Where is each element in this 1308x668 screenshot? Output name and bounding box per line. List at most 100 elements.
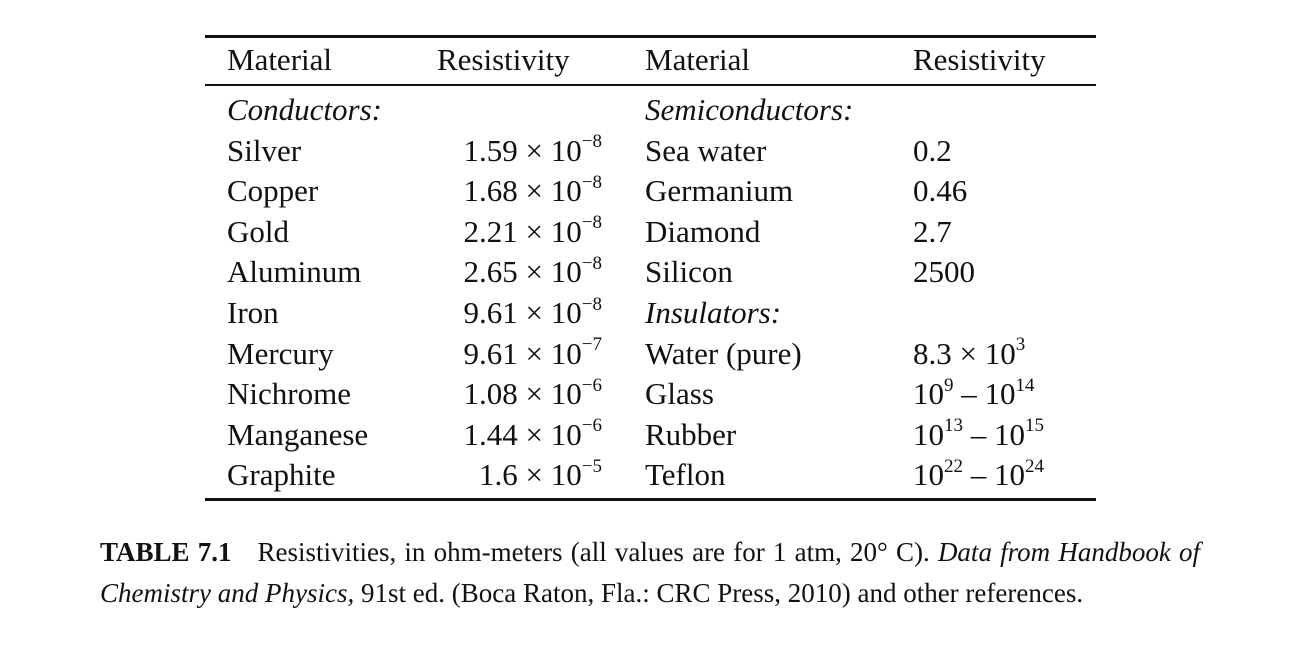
resistivity-exponent: 22 [944, 456, 963, 478]
table-caption: TABLE 7.1 Resistivities, in ohm-meters (a… [100, 532, 1200, 613]
resistivity-mantissa: 2.21 × 10 [463, 213, 582, 249]
header-material-right: Material [645, 42, 751, 77]
resistivity-value: 0.46 [913, 171, 967, 212]
resistivity-value: 1.6 × 10−5 [479, 455, 602, 496]
table-row: Mercury 9.61 × 10−7 Water (pure) 8.3 × 103 [205, 334, 1096, 375]
table-row: Nichrome 1.08 × 10−6 Glass 109 – 1014 [205, 374, 1096, 415]
resistivity-value: 1013 – 1015 [913, 415, 1044, 456]
material-name: Silver [227, 132, 302, 168]
resistivity-value: 8.3 × 103 [913, 334, 1025, 375]
resistivity-number: 0.2 [913, 132, 952, 168]
group-heading: Semiconductors: [645, 92, 854, 127]
table-row: Manganese 1.44 × 10−6 Rubber 1013 – 1015 [205, 415, 1096, 456]
resistivity-base: 10 [994, 416, 1025, 452]
material-name: Nichrome [227, 376, 351, 412]
range-dash: – [963, 416, 994, 452]
resistivity-exponent: −5 [581, 456, 602, 478]
resistivity-exponent: −6 [581, 374, 602, 396]
table-row: Conductors: Semiconductors: [205, 90, 1096, 131]
resistivity-number: 2500 [913, 254, 975, 290]
resistivity-value: 2.21 × 10−8 [464, 212, 602, 253]
resistivity-number: 0.46 [913, 173, 968, 209]
header-resistivity-right: Resistivity [913, 42, 1046, 77]
header-resistivity-left: Resistivity [437, 42, 570, 77]
resistivity-exponent: −8 [581, 212, 602, 234]
resistivity-number: 2.7 [913, 213, 952, 249]
resistivity-table: Material Resistivity Material Resistivit… [205, 35, 1096, 501]
table-bottom-rule [205, 497, 1096, 501]
material-name: Aluminum [227, 254, 362, 290]
material-name: Diamond [645, 213, 761, 249]
table-top-rule [205, 35, 1096, 38]
resistivity-exponent: −6 [581, 415, 602, 437]
resistivity-exponent: −8 [581, 293, 602, 315]
resistivity-value: 1.08 × 10−6 [464, 374, 602, 415]
material-name: Manganese [227, 416, 369, 452]
material-name: Mercury [227, 335, 334, 371]
resistivity-exponent: −7 [581, 334, 602, 356]
group-heading: Insulators: [645, 294, 782, 330]
material-name: Germanium [645, 173, 794, 209]
material-name: Teflon [645, 457, 726, 493]
table-header-row: Material Resistivity Material Resistivit… [205, 38, 1096, 82]
resistivity-mantissa: 1.08 × 10 [463, 376, 582, 412]
resistivity-value: 1.68 × 10−8 [464, 171, 602, 212]
resistivity-base: 8.3 × 10 [913, 335, 1016, 371]
range-dash: – [963, 457, 994, 493]
material-name: Copper [227, 173, 319, 209]
group-heading-conductors: Conductors: [227, 92, 382, 127]
resistivity-value: 9.61 × 10−7 [464, 334, 602, 375]
resistivity-mantissa: 1.59 × 10 [463, 132, 582, 168]
resistivity-exponent: 9 [944, 374, 954, 396]
header-material-left: Material [227, 42, 333, 77]
material-name: Gold [227, 213, 289, 249]
caption-edition: 91st ed. (Boca Raton, Fla.: CRC Press, 2… [360, 577, 1084, 608]
resistivity-base: 10 [994, 457, 1025, 493]
material-name: Water (pure) [645, 335, 802, 371]
material-name: Rubber [645, 416, 737, 452]
table-header-rule [205, 84, 1096, 86]
table-row: Silver 1.59 × 10−8 Sea water 0.2 [205, 131, 1096, 172]
table-row: Gold 2.21 × 10−8 Diamond 2.7 [205, 212, 1096, 253]
table-row: Iron 9.61 × 10−8 Insulators: [205, 293, 1096, 334]
resistivity-exponent: 14 [1015, 374, 1035, 396]
table-row: Aluminum 2.65 × 10−8 Silicon 2500 [205, 252, 1096, 293]
material-name: Iron [227, 294, 279, 330]
resistivity-exponent: 24 [1025, 456, 1044, 478]
material-name: Sea water [645, 132, 767, 168]
resistivity-base: 10 [984, 376, 1016, 412]
table-body: Conductors: Semiconductors: Silver 1.59 × 1… [205, 86, 1096, 496]
resistivity-mantissa: 9.61 × 10 [463, 294, 582, 330]
resistivity-base: 10 [913, 376, 944, 412]
resistivity-exponent: −8 [581, 131, 602, 153]
material-name: Graphite [227, 457, 336, 493]
caption-text: Resistivities, in ohm-meters (all values… [257, 537, 930, 567]
table-row: Copper 1.68 × 10−8 Germanium 0.46 [205, 171, 1096, 212]
resistivity-mantissa: 1.6 × 10 [479, 457, 582, 493]
resistivity-mantissa: 9.61 × 10 [463, 335, 582, 371]
resistivity-exponent: 13 [944, 415, 963, 437]
resistivity-exponent: −8 [581, 253, 602, 275]
resistivity-mantissa: 2.65 × 10 [463, 254, 582, 290]
resistivity-value: 2.7 [913, 212, 952, 253]
resistivity-base: 10 [913, 457, 944, 493]
resistivity-value: 1.44 × 10−6 [464, 415, 602, 456]
resistivity-value: 2500 [913, 252, 975, 293]
caption-source-italic: Data from Handbook of Chemistry and Phys… [100, 537, 1200, 608]
resistivity-value: 2.65 × 10−8 [464, 252, 602, 293]
resistivity-exponent: −8 [581, 171, 602, 193]
resistivity-mantissa: 1.44 × 10 [463, 416, 582, 452]
resistivity-exponent: 15 [1025, 415, 1044, 437]
material-name: Glass [645, 376, 714, 412]
resistivity-value: 1022 – 1024 [913, 455, 1044, 496]
resistivity-value: 0.2 [913, 131, 952, 172]
material-name: Silicon [645, 254, 733, 290]
resistivity-base: 10 [913, 416, 944, 452]
resistivity-value: 9.61 × 10−8 [464, 293, 602, 334]
caption-label: TABLE 7.1 [100, 537, 232, 567]
resistivity-mantissa: 1.68 × 10 [463, 173, 582, 209]
range-dash: – [953, 376, 985, 412]
resistivity-value: 1.59 × 10−8 [464, 131, 602, 172]
resistivity-exponent: 3 [1015, 334, 1026, 356]
